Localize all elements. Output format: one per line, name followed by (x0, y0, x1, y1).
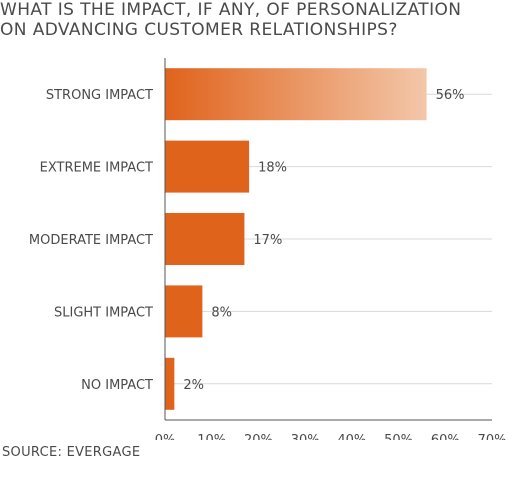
category-label: MODERATE IMPACT (29, 233, 153, 248)
category-label: EXTREME IMPACT (40, 161, 153, 176)
data-label: 2% (183, 378, 204, 393)
x-tick-label: 20% (244, 433, 273, 440)
data-label: 17% (253, 233, 282, 248)
bar-extreme-impact (165, 140, 250, 193)
x-tick-label: 30% (291, 433, 320, 440)
x-tick-label: 70% (478, 433, 507, 440)
axes: 0% 10% 20% 30% 40% 50% 60% 70% (155, 58, 507, 440)
category-label: STRONG IMPACT (46, 88, 153, 103)
bar-slight-impact (165, 285, 203, 338)
x-tick-label: 10% (197, 433, 226, 440)
bar-chart: 56% STRONG IMPACT 18% EXTREME IMPACT 17% MODE… (29, 58, 507, 440)
bar-strong-impact (165, 68, 427, 121)
chart-title-line-1: WHAT IS THE IMPACT, IF ANY, OF PERSONALI… (0, 0, 462, 20)
bars (165, 68, 427, 410)
bar-moderate-impact (165, 213, 245, 265)
chart-title: WHAT IS THE IMPACT, IF ANY, OF PERSONALI… (0, 0, 523, 40)
source-note: SOURCE: EVERGAGE (2, 445, 141, 460)
x-tick-label: 40% (337, 433, 366, 440)
x-tick-label: 60% (431, 433, 460, 440)
data-label: 56% (436, 88, 465, 103)
data-label: 18% (258, 161, 287, 176)
chart-title-line-2: ON ADVANCING CUSTOMER RELATIONSHIPS? (0, 20, 398, 40)
bar-no-impact (165, 357, 175, 410)
data-label: 8% (211, 305, 232, 320)
category-label: SLIGHT IMPACT (54, 305, 153, 320)
x-tick-label: 0% (155, 433, 176, 440)
x-tick-label: 50% (384, 433, 413, 440)
category-label: NO IMPACT (81, 378, 153, 393)
labels: 56% STRONG IMPACT 18% EXTREME IMPACT 17% MODE… (29, 88, 465, 393)
